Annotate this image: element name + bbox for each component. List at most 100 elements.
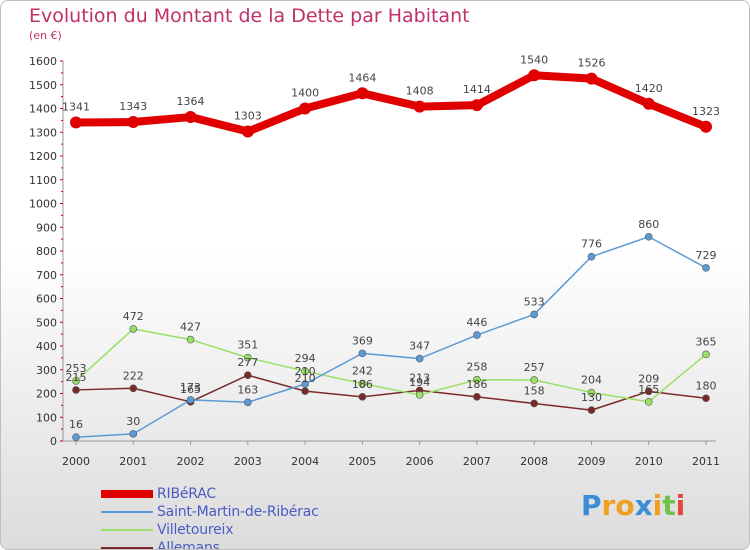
y-tick-label: 400 — [36, 340, 57, 353]
data-point — [473, 331, 481, 339]
data-label: 1526 — [577, 57, 605, 70]
data-label: 1414 — [463, 83, 491, 96]
y-tick-label: 0 — [50, 435, 57, 448]
data-label: 158 — [524, 384, 545, 397]
data-point — [473, 393, 481, 401]
legend-swatch — [101, 529, 153, 531]
data-point — [530, 376, 538, 384]
x-tick-label: 2001 — [119, 455, 147, 468]
series-line-1 — [75, 236, 707, 438]
data-label: 165 — [638, 383, 659, 396]
data-point — [186, 335, 195, 344]
data-point — [644, 387, 653, 396]
chart-subtitle: (en €) — [29, 29, 62, 42]
data-label: 347 — [409, 340, 430, 353]
data-label: 215 — [66, 371, 87, 384]
data-point — [587, 252, 596, 261]
data-label: 165 — [180, 383, 201, 396]
data-label: 258 — [466, 361, 487, 374]
data-point — [129, 430, 138, 438]
data-label: 1400 — [291, 87, 319, 100]
data-point — [642, 97, 655, 110]
data-label: 242 — [352, 365, 373, 378]
data-point — [70, 116, 82, 129]
chart-title: Evolution du Montant de la Dette par Hab… — [29, 5, 470, 27]
data-label: 213 — [409, 371, 430, 384]
data-label: 186 — [352, 378, 373, 391]
legend-item: RIBéRAC — [101, 485, 319, 503]
y-tick-label: 1600 — [29, 55, 57, 68]
data-label: 860 — [638, 218, 659, 231]
data-point — [241, 125, 254, 138]
data-label: 1420 — [635, 82, 663, 95]
logo-letter: t — [662, 489, 676, 522]
data-point — [301, 367, 309, 375]
data-point — [129, 325, 138, 333]
data-point — [356, 87, 369, 100]
logo-letter: r — [601, 489, 616, 522]
data-label: 427 — [180, 321, 201, 334]
x-tick-label: 2008 — [520, 455, 548, 468]
data-label: 472 — [123, 310, 144, 323]
data-point — [129, 384, 138, 393]
y-tick-label: 1100 — [29, 174, 57, 187]
data-label: 204 — [581, 374, 602, 387]
data-point — [415, 354, 424, 363]
data-point — [587, 406, 596, 414]
data-label: 186 — [466, 378, 487, 391]
data-point — [244, 353, 252, 362]
axes: 0 100 200 300 400 500 600 700 800 900 1000 1100 1200… — [29, 55, 720, 468]
series-line-0 — [75, 71, 708, 136]
series-lines — [70, 69, 712, 442]
legend-swatch — [101, 490, 153, 498]
data-point — [644, 232, 653, 241]
proxiti-logo: Proxiti — [581, 489, 685, 522]
data-label: 365 — [696, 335, 717, 348]
x-tick-label: 2006 — [406, 455, 434, 468]
x-tick-label: 2002 — [177, 455, 205, 468]
data-label: 1364 — [177, 95, 205, 108]
data-label: 1408 — [406, 85, 434, 98]
x-tick-label: 2003 — [234, 455, 262, 468]
logo-letter: o — [615, 489, 635, 522]
data-label: 351 — [237, 339, 258, 352]
data-point — [702, 394, 710, 403]
data-label: 1341 — [62, 101, 90, 114]
legend-item: Saint-Martin-de-Ribérac — [101, 503, 319, 521]
data-point — [301, 387, 309, 395]
data-point — [72, 433, 80, 442]
data-label: 30 — [126, 415, 140, 428]
data-point — [186, 396, 195, 404]
data-point — [415, 391, 424, 399]
legend-label: RIBéRAC — [157, 486, 216, 502]
data-point — [244, 371, 252, 380]
data-label: 209 — [638, 372, 659, 385]
data-label: 1540 — [520, 53, 548, 66]
data-point — [358, 379, 367, 388]
data-point — [702, 350, 710, 359]
x-tick-label: 2004 — [291, 455, 319, 468]
data-label: 173 — [180, 381, 201, 394]
data-label: 369 — [352, 334, 373, 347]
data-label: 210 — [295, 372, 316, 385]
data-label: 210 — [295, 365, 316, 378]
y-tick-label: 800 — [36, 245, 57, 258]
y-tick-label: 200 — [36, 388, 57, 401]
x-tick-label: 2007 — [463, 455, 491, 468]
logo-letter: i — [675, 489, 686, 522]
legend-item: Allemans — [101, 539, 319, 549]
y-tick-label: 600 — [36, 293, 57, 306]
data-point — [184, 111, 197, 124]
data-point — [587, 388, 596, 397]
data-label: 1323 — [692, 105, 720, 118]
data-label: 194 — [409, 376, 430, 389]
series-line-3 — [75, 374, 707, 411]
y-tick-label: 1200 — [29, 150, 57, 163]
data-label: 729 — [696, 249, 717, 262]
data-point — [301, 380, 309, 388]
legend: RIBéRAC Saint-Martin-de-Ribérac Villetoure… — [101, 485, 319, 549]
data-point — [470, 99, 483, 112]
data-label: 16 — [69, 418, 83, 431]
